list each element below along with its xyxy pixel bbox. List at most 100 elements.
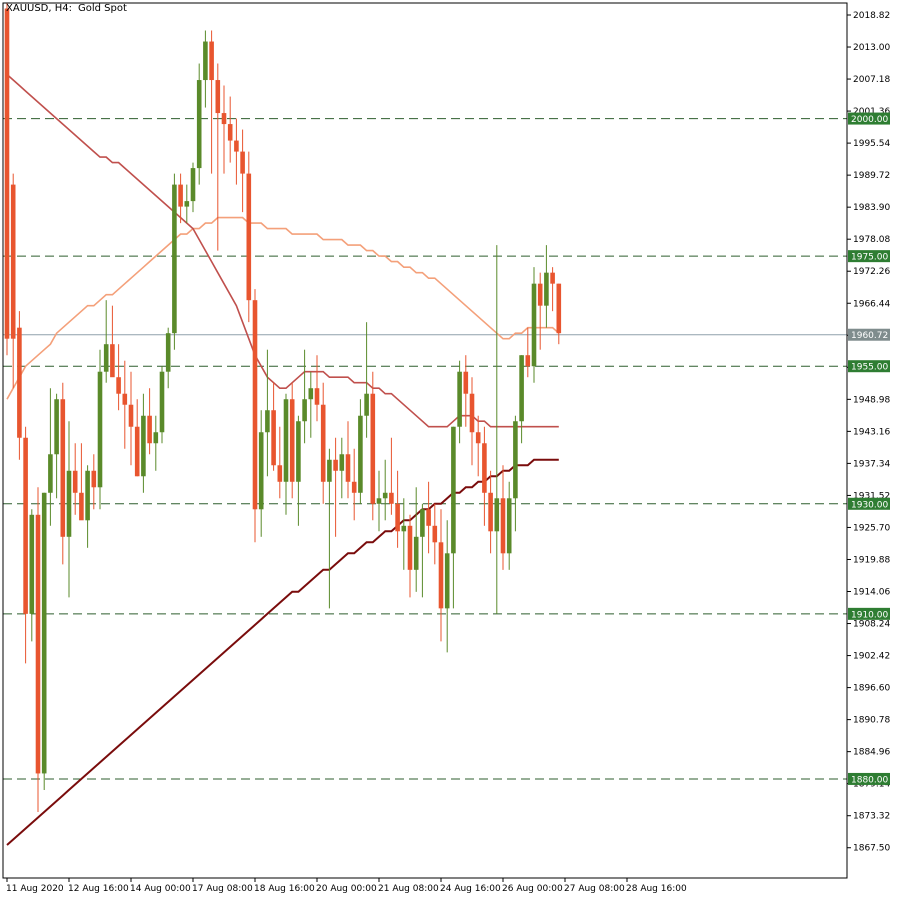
candle-body	[451, 426, 456, 554]
candle-body	[128, 404, 134, 427]
candle-body	[376, 498, 382, 504]
x-tick-label: 12 Aug 16:00	[68, 884, 129, 894]
x-tick-label: 27 Aug 08:00	[564, 884, 625, 894]
candle-body	[153, 432, 159, 444]
candle-body	[35, 514, 41, 774]
candle-body	[165, 333, 171, 372]
candle-body	[556, 283, 562, 334]
ma-fast-line	[6, 216, 560, 400]
level-label-bg	[848, 772, 890, 785]
candle-body	[426, 509, 431, 526]
current-price-label: 1960.72	[851, 331, 888, 341]
candle-body	[159, 371, 165, 433]
candle-body	[302, 399, 307, 422]
candle-body	[327, 459, 332, 482]
axes: 2018.82 2013.00 2007.18 2001.36 1995.54 1989.…	[2, 2, 890, 894]
candle-body	[296, 421, 301, 482]
y-tick-label: 1931.52	[853, 491, 890, 501]
x-tick-label: 24 Aug 16:00	[440, 884, 501, 894]
candle-body	[10, 184, 16, 339]
candle-body	[500, 498, 506, 554]
y-tick-label: 1989.72	[853, 171, 890, 181]
candle-body	[407, 525, 413, 570]
candle-body	[271, 410, 276, 466]
y-tick-label: 2013.00	[853, 43, 890, 53]
y-tick-label: 1873.32	[853, 812, 890, 822]
x-tick-label: 26 Aug 00:00	[502, 884, 563, 894]
level-label-bg	[848, 250, 890, 263]
candle-body	[482, 443, 487, 493]
candle-body	[457, 371, 462, 427]
level-label: 2000.00	[851, 115, 888, 125]
candle-body	[147, 415, 152, 444]
candle-body	[227, 124, 233, 141]
candle-body	[184, 201, 190, 207]
y-tick-label: 1978.08	[853, 235, 890, 245]
x-tick-label: 28 Aug 16:00	[626, 884, 687, 894]
candle-body	[103, 344, 109, 372]
candle-body	[401, 525, 407, 532]
candle-body	[141, 415, 146, 477]
candle-body	[265, 410, 270, 433]
y-tick-label: 1884.96	[853, 748, 890, 758]
candle-body	[531, 283, 537, 367]
candle-body	[420, 509, 425, 537]
candle-body	[41, 492, 47, 774]
level-label: 1975.00	[851, 253, 888, 263]
candle-body	[277, 465, 283, 482]
y-tick-label: 1995.54	[853, 139, 890, 149]
candle-body	[209, 41, 214, 81]
candle-body	[413, 536, 419, 570]
candle-body	[178, 184, 183, 207]
candle-body	[364, 393, 369, 416]
candle-body	[339, 454, 345, 471]
candle-body	[85, 470, 90, 521]
x-tick-label: 17 Aug 08:00	[192, 884, 253, 894]
candle-body	[289, 399, 295, 482]
candle-body	[537, 283, 543, 306]
candle-body	[438, 542, 444, 609]
candle-body	[519, 355, 524, 422]
y-tick-label: 1972.26	[853, 267, 890, 277]
candle-body	[550, 272, 555, 284]
candle-body	[345, 454, 351, 482]
candle-body	[488, 492, 493, 532]
candle-body	[525, 355, 531, 367]
candle-body	[308, 388, 314, 400]
candle-body	[463, 371, 469, 394]
candle-body	[215, 80, 221, 114]
candle-body	[333, 459, 338, 471]
level-label-bg	[848, 607, 890, 620]
candle-body	[79, 492, 84, 521]
candle-body	[116, 377, 121, 394]
candle-body	[252, 300, 258, 510]
y-tick-label: 1943.16	[853, 427, 890, 437]
x-tick-label: 18 Aug 16:00	[254, 884, 315, 894]
level-label: 1910.00	[851, 610, 888, 620]
candle-body	[358, 415, 363, 493]
x-tick-label: 14 Aug 00:00	[130, 884, 191, 894]
ma-mid-line	[6, 73, 559, 428]
candle-body	[23, 437, 28, 614]
candle-body	[72, 470, 78, 493]
level-label: 1930.00	[851, 500, 888, 510]
candle-body	[172, 184, 177, 334]
candles	[4, 3, 562, 812]
candle-body	[382, 492, 388, 499]
chart-title: XAUUSD, H4: Gold Spot	[6, 3, 133, 14]
level-label: 1955.00	[851, 363, 888, 373]
moving-averages	[6, 73, 560, 846]
candle-body	[544, 272, 549, 306]
candle-body	[351, 481, 357, 493]
candle-body	[196, 80, 202, 169]
candle-body	[134, 426, 140, 477]
candle-body	[60, 399, 66, 537]
candle-body	[203, 41, 208, 81]
candle-body	[66, 470, 72, 537]
candle-body	[4, 8, 10, 339]
y-tick-label: 1919.88	[853, 555, 890, 565]
candle-body	[283, 399, 289, 482]
candle-body	[29, 514, 35, 614]
